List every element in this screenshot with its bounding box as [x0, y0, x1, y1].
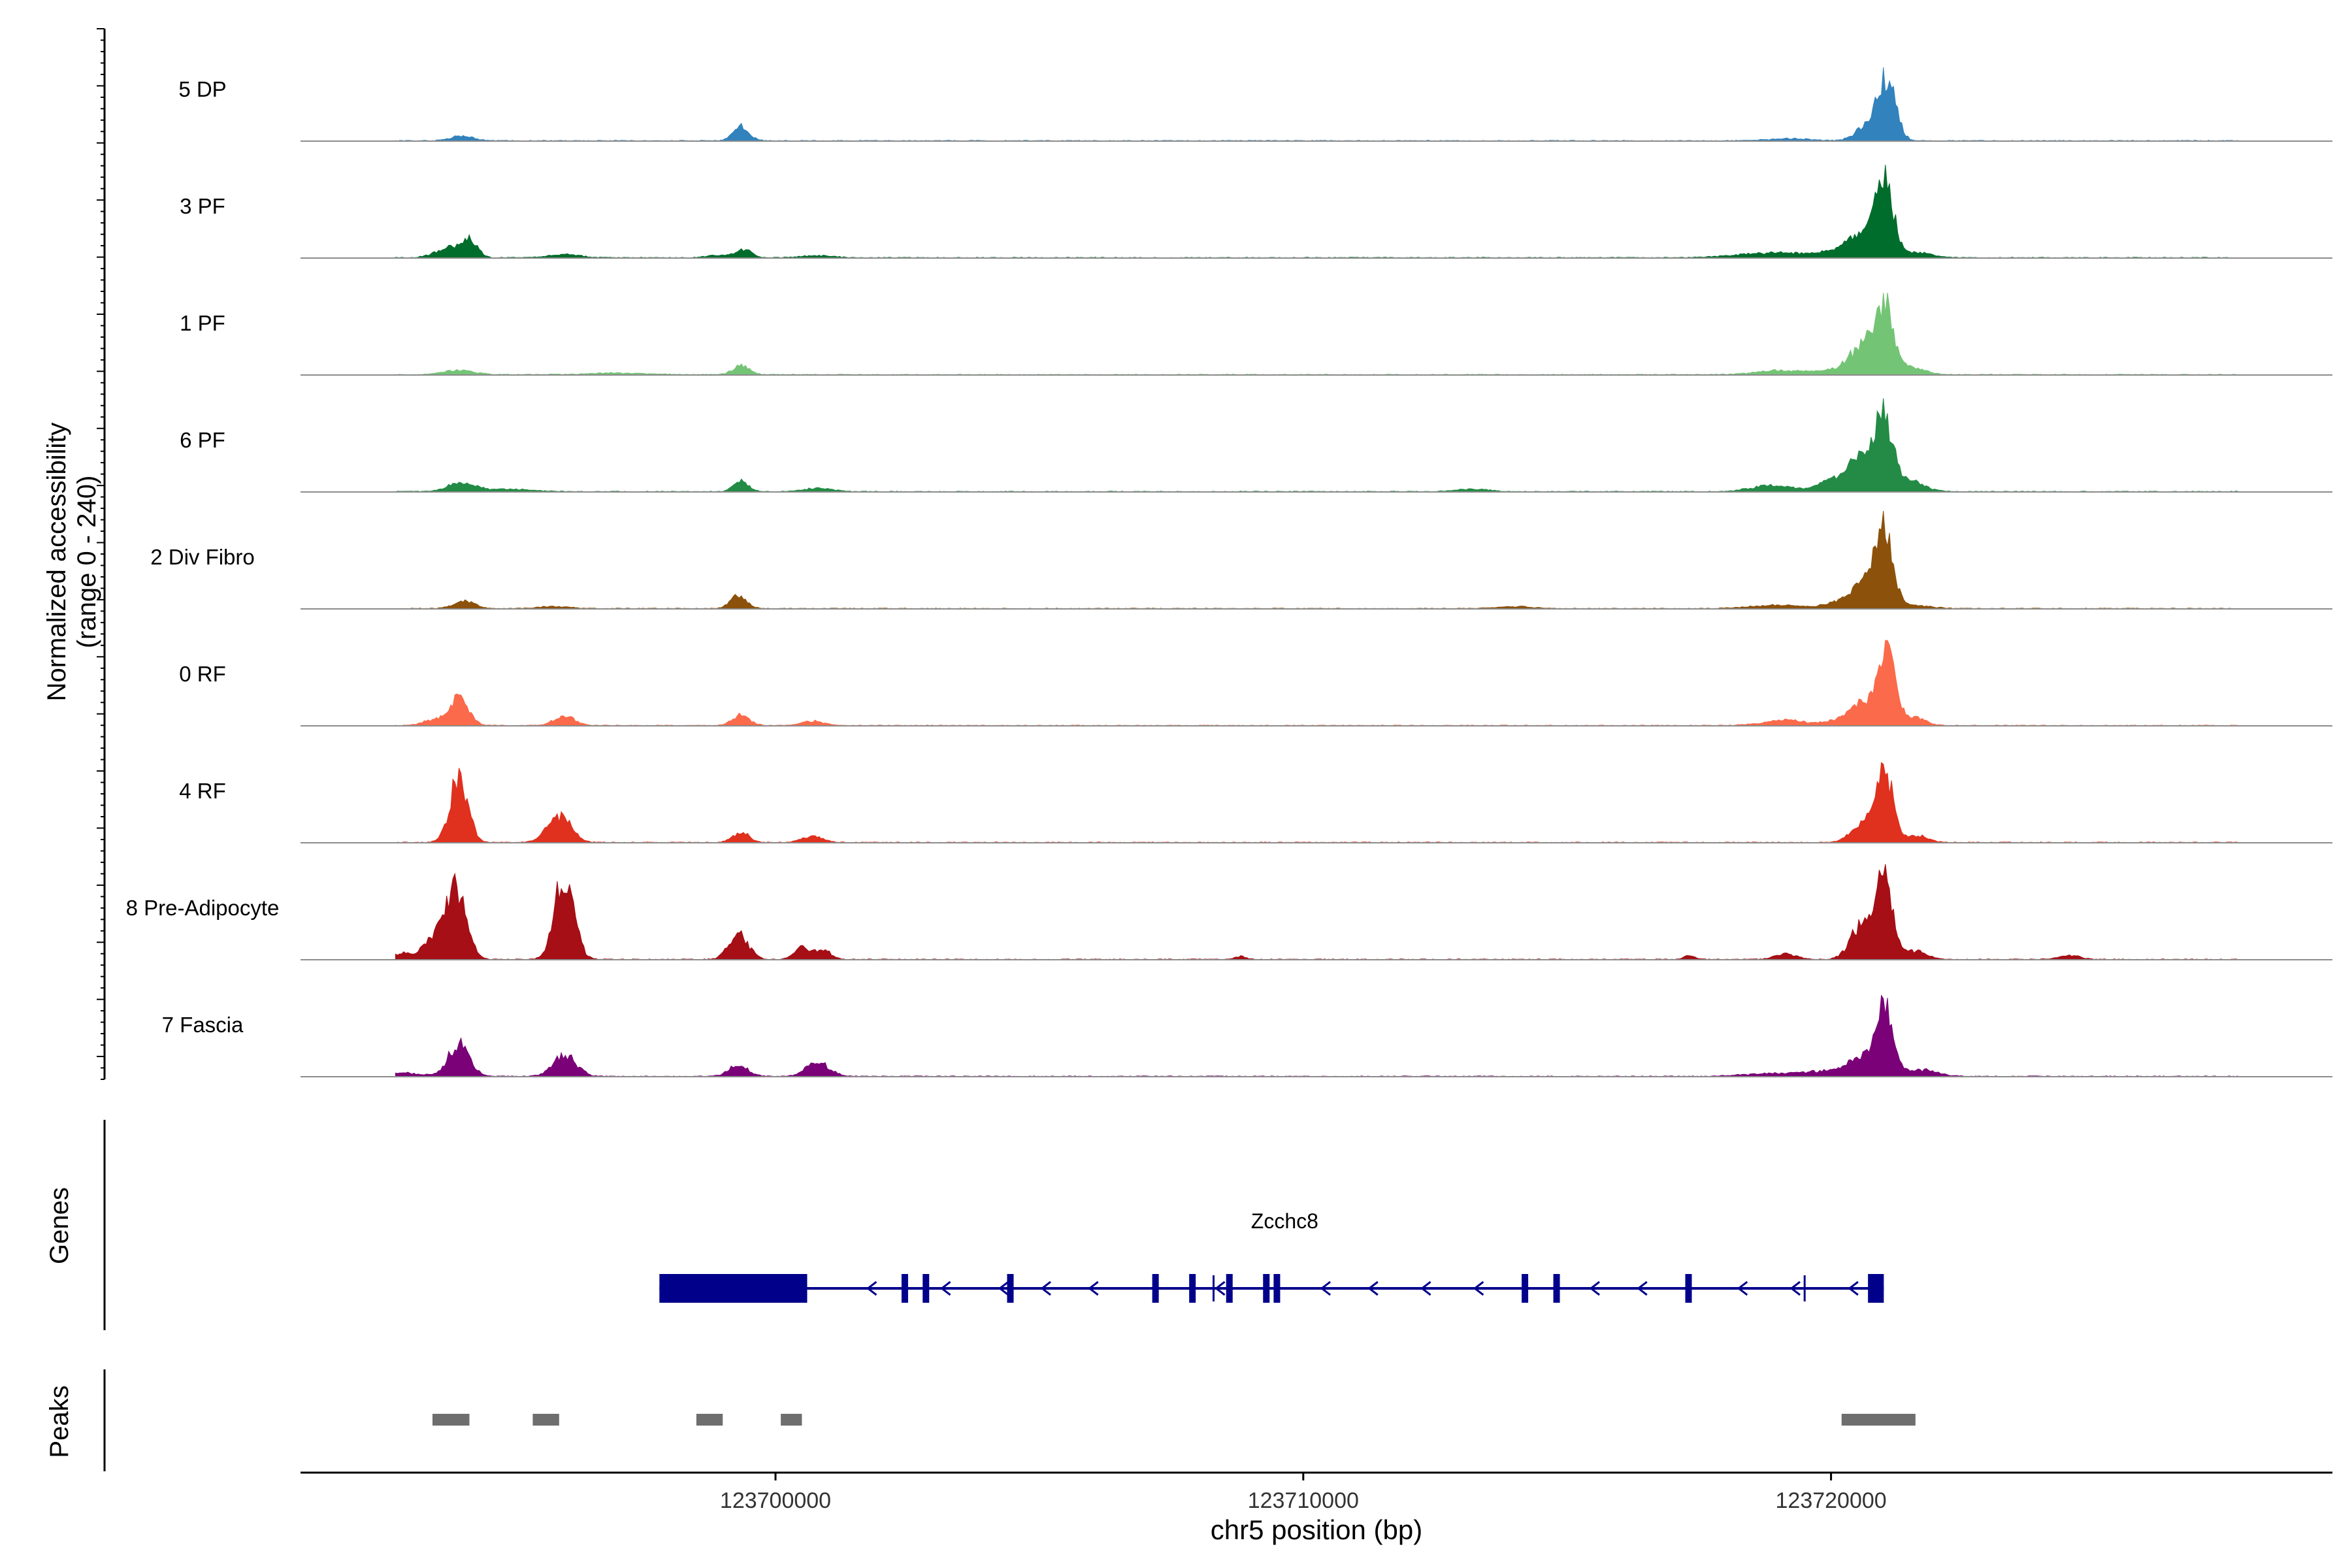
gene-exon [1263, 1274, 1270, 1303]
strand-arrow [1088, 1281, 1099, 1296]
x-axis-title: chr5 position (bp) [1211, 1514, 1423, 1545]
y-axis-title-line1: Normalized accessibility [42, 423, 71, 702]
strand-arrow [1589, 1281, 1601, 1296]
peak-region [781, 1414, 802, 1426]
track-label: 6 PF [180, 428, 225, 452]
strand-arrow [866, 1281, 877, 1296]
track-label: 3 PF [180, 194, 225, 218]
strand-arrow [998, 1281, 1009, 1296]
track-label: 7 Fascia [162, 1013, 244, 1037]
gene-exon [901, 1274, 908, 1303]
track: 2 Div Fibro [150, 510, 2332, 610]
coverage-tracks: 5 DP 3 PF 1 PF 6 PF 2 Div Fibro 0 RF 4 RF 8 Pre… [126, 67, 2332, 1077]
gene-exon [1522, 1274, 1529, 1303]
track: 0 RF [179, 640, 2332, 727]
strand-arrow [1848, 1281, 1859, 1296]
peak-region [432, 1414, 470, 1426]
track-label: 8 Pre-Adipocyte [126, 896, 280, 920]
gene-exon [1007, 1274, 1014, 1303]
gene-exon [1553, 1274, 1560, 1303]
strand-arrow [1789, 1281, 1801, 1296]
x-axis-ticks: 123700000 123710000 123720000 [720, 1473, 1887, 1513]
track: 1 PF [180, 292, 2332, 376]
track-label: 1 PF [180, 311, 225, 335]
x-tick-label: 123720000 [1776, 1488, 1887, 1513]
strand-arrow [940, 1281, 951, 1296]
genes-panel-label: Genes [45, 1187, 74, 1264]
peak-region [1841, 1414, 1916, 1426]
y-axis-title: Normalized accessibility (range 0 - 240) [42, 423, 101, 702]
track-label: 5 DP [178, 77, 226, 101]
gene-utr [659, 1274, 808, 1303]
gene-utr [1868, 1274, 1884, 1303]
track: 7 Fascia [162, 994, 2332, 1077]
x-tick-label: 123700000 [720, 1488, 831, 1513]
track: 4 RF [179, 762, 2332, 843]
peak-region [696, 1414, 723, 1426]
track-label: 4 RF [179, 779, 226, 803]
coverage-y-axis-ticks [97, 28, 105, 1080]
peaks-panel-label: Peaks [45, 1385, 74, 1458]
gene-name: Zcchc8 [1251, 1209, 1318, 1233]
strand-arrow [1737, 1281, 1748, 1296]
track-label: 0 RF [179, 662, 226, 686]
strand-arrow [1040, 1281, 1051, 1296]
gene-exon [1273, 1274, 1281, 1303]
peak-regions [432, 1414, 1916, 1426]
track-label: 2 Div Fibro [150, 545, 255, 569]
strand-arrow [1367, 1281, 1379, 1296]
strand-arrow [1215, 1281, 1226, 1296]
track: 5 DP [178, 67, 2332, 142]
gene-exon [1685, 1274, 1692, 1303]
strand-arrow [1420, 1281, 1431, 1296]
x-tick-label: 123710000 [1248, 1488, 1359, 1513]
track: 8 Pre-Adipocyte [126, 864, 2332, 960]
strand-arrow [1473, 1281, 1484, 1296]
gene-exon [1189, 1274, 1196, 1303]
gene-exon [1226, 1274, 1233, 1303]
gene-exon [1152, 1274, 1159, 1303]
gene-model: Zcchc8 [659, 1209, 1884, 1303]
track: 3 PF [180, 165, 2332, 259]
track: 6 PF [180, 398, 2332, 493]
strand-arrow [1320, 1281, 1331, 1296]
peak-region [532, 1414, 559, 1426]
y-axis-title-line2: (range 0 - 240) [73, 476, 101, 649]
gene-models: Zcchc8 [659, 1209, 1884, 1303]
gene-exon [923, 1274, 930, 1303]
strand-arrow [1637, 1281, 1648, 1296]
